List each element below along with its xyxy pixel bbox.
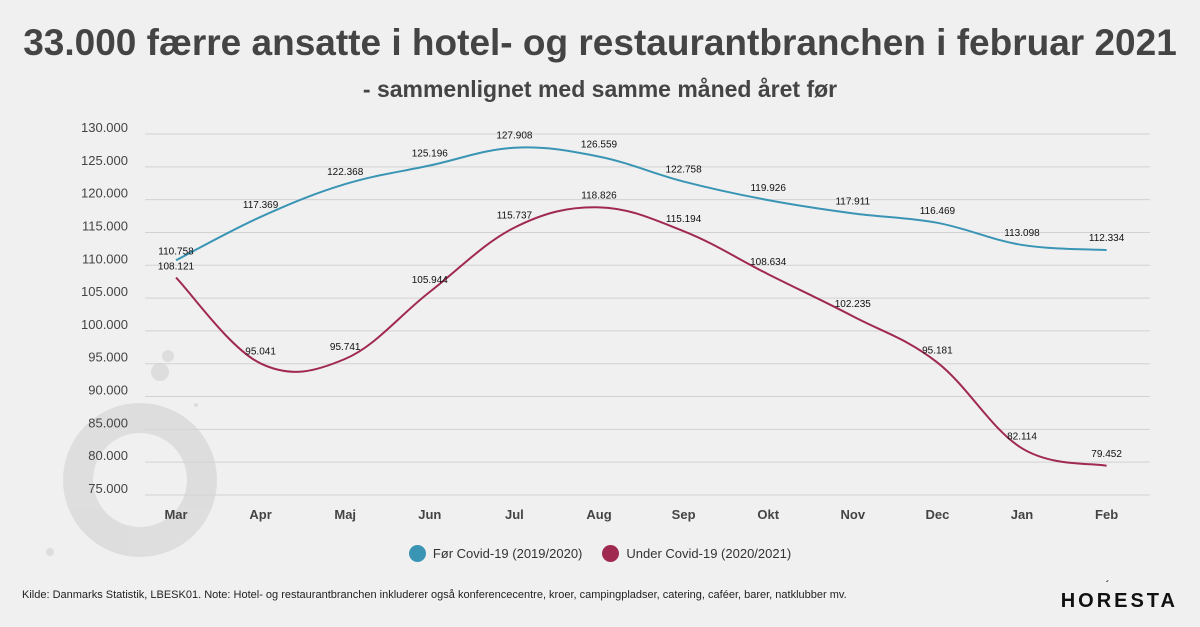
series-line-2 bbox=[175, 206, 1107, 467]
data-label-series-2: 95.181 bbox=[922, 346, 953, 357]
horesta-logo: HORESTA bbox=[1060, 590, 1178, 612]
x-axis-labels: Mar Apr Maj Jun Jul Aug Sep Okt Nov Dec Jan Feb bbox=[164, 507, 1118, 522]
data-label-series-1: 126.559 bbox=[581, 140, 618, 151]
legend-marker-series-1 bbox=[408, 545, 426, 562]
legend-item-series-1[interactable]: Før Covid-19 (2019/2020) bbox=[408, 545, 583, 562]
data-label-series-2: 102.235 bbox=[835, 299, 872, 310]
chart-title: 33.000 færre ansatte i hotel- og restaur… bbox=[23, 22, 1177, 63]
y-axis-labels: 75.000 80.000 85.000 90.000 95.000 100.000 105… bbox=[81, 120, 128, 496]
data-label-series-1: 116.469 bbox=[920, 206, 956, 217]
chart-subtitle: - sammenlignet med samme måned året før bbox=[362, 76, 838, 102]
x-tick-label: Nov bbox=[841, 507, 866, 522]
data-label-series-1: 122.368 bbox=[327, 167, 364, 178]
data-label-series-2: 79.452 bbox=[1091, 449, 1122, 460]
data-label-series-1: 117.369 bbox=[243, 200, 279, 211]
logo-accent-mark: ´ bbox=[1105, 580, 1109, 591]
series-line-1 bbox=[175, 146, 1107, 262]
data-label-series-2: 82.114 bbox=[1007, 431, 1037, 442]
legend: Før Covid-19 (2019/2020) Under Covid-19 … bbox=[0, 545, 1200, 562]
y-tick-label: 100.000 bbox=[81, 317, 128, 332]
x-tick-label: Sep bbox=[672, 507, 696, 522]
x-tick-label: Jun bbox=[418, 507, 441, 522]
x-tick-label: Mar bbox=[164, 507, 187, 522]
data-label-series-1: 125.196 bbox=[412, 149, 449, 160]
y-tick-label: 75.000 bbox=[88, 481, 128, 496]
grid-lines bbox=[145, 133, 1150, 496]
data-label-series-2: 115.737 bbox=[497, 211, 533, 222]
y-tick-label: 105.000 bbox=[81, 284, 128, 299]
legend-label-series-1: Før Covid-19 (2019/2020) bbox=[432, 546, 583, 561]
data-label-series-2: 105.944 bbox=[412, 275, 449, 286]
legend-label-series-2: Under Covid-19 (2020/2021) bbox=[626, 546, 792, 561]
x-tick-label: Maj bbox=[334, 507, 356, 522]
data-label-series-2: 95.041 bbox=[245, 346, 276, 357]
legend-marker-series-2 bbox=[602, 545, 620, 562]
source-note: Kilde: Danmarks Statistik, LBESK01. Note… bbox=[22, 589, 847, 601]
x-tick-label: Jul bbox=[505, 507, 524, 522]
y-tick-label: 80.000 bbox=[88, 448, 128, 463]
data-label-series-1: 113.098 bbox=[1004, 228, 1040, 239]
y-tick-label: 125.000 bbox=[81, 153, 128, 168]
data-label-series-1: 122.758 bbox=[666, 165, 703, 176]
data-labels: 110.758 117.369 122.368 125.196 127.908 126.5… bbox=[158, 131, 1125, 460]
y-tick-label: 130.000 bbox=[81, 120, 128, 135]
data-label-series-2: 108.634 bbox=[750, 257, 787, 268]
y-tick-label: 95.000 bbox=[88, 350, 128, 365]
data-label-series-2: 95.741 bbox=[330, 342, 361, 353]
watermark-logo bbox=[46, 350, 217, 557]
data-label-series-2: 115.194 bbox=[666, 214, 702, 225]
data-label-series-1: 127.908 bbox=[496, 131, 533, 142]
x-tick-label: Aug bbox=[586, 507, 611, 522]
data-label-series-1: 110.758 bbox=[158, 246, 194, 257]
data-label-series-1: 112.334 bbox=[1089, 233, 1125, 244]
x-tick-label: Okt bbox=[757, 507, 779, 522]
x-tick-label: Jan bbox=[1011, 507, 1033, 522]
x-tick-label: Dec bbox=[925, 507, 949, 522]
legend-item-series-2[interactable]: Under Covid-19 (2020/2021) bbox=[602, 545, 791, 562]
y-tick-label: 115.000 bbox=[82, 218, 128, 233]
y-tick-label: 85.000 bbox=[88, 415, 128, 430]
data-label-series-1: 119.926 bbox=[750, 183, 786, 194]
series-lines bbox=[175, 146, 1107, 467]
y-tick-label: 110.000 bbox=[82, 251, 128, 266]
data-label-series-2: 108.121 bbox=[158, 262, 195, 273]
x-tick-label: Apr bbox=[249, 507, 271, 522]
y-tick-label: 90.000 bbox=[88, 383, 128, 398]
data-label-series-1: 117.911 bbox=[835, 196, 870, 207]
x-tick-label: Feb bbox=[1095, 507, 1118, 522]
data-label-series-2: 118.826 bbox=[581, 190, 617, 201]
y-tick-label: 120.000 bbox=[81, 186, 128, 201]
